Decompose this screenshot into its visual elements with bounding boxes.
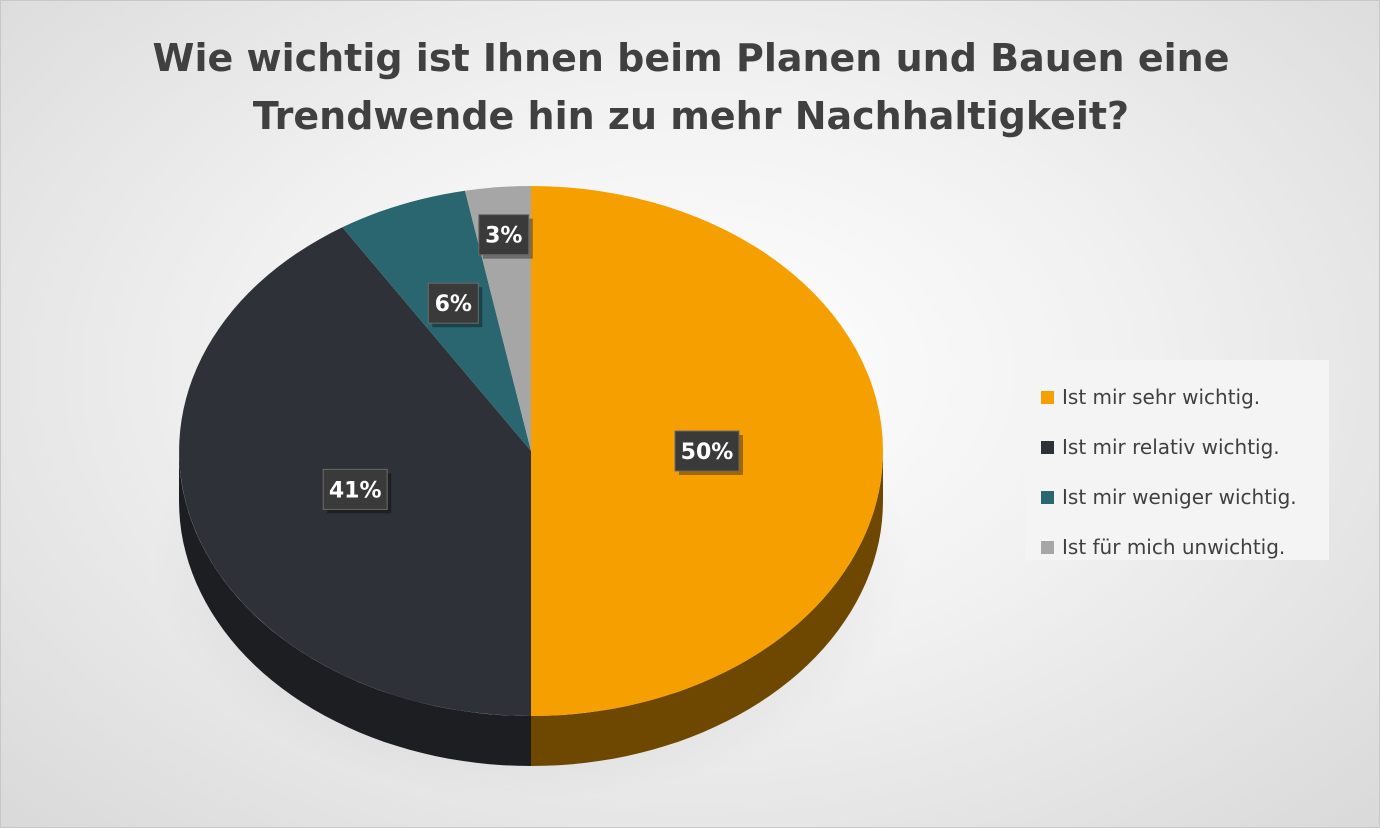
chart-title-line-2: Trendwende hin zu mehr Nachhaltigkeit? [252,94,1130,138]
legend: Ist mir sehr wichtig. Ist mir relativ wi… [1025,360,1329,560]
data-label-box [674,430,740,472]
data-label-box [427,282,479,324]
legend-label: Ist mir sehr wichtig. [1062,385,1261,409]
chart-title: Wie wichtig ist Ihnen beim Planen und Ba… [1,29,1380,145]
data-label-text: 50% [681,440,734,465]
data-label-text: 6% [435,292,472,317]
pie-slice-side [179,451,531,766]
legend-swatch [1041,440,1054,454]
data-label-text: 41% [329,478,382,503]
data-label-text: 3% [485,224,522,249]
chart-title-line-1: Wie wichtig ist Ihnen beim Planen und Ba… [152,36,1230,80]
legend-item-relativ-wichtig: Ist mir relativ wichtig. [1041,422,1329,472]
data-label-box [478,214,530,256]
pie-data-labels: 50% 41% 6% 3% [322,214,743,514]
legend-label: Ist für mich unwichtig. [1062,535,1286,559]
legend-label: Ist mir weniger wichtig. [1062,485,1297,509]
data-label: 6% [427,282,483,328]
pie-depth [179,451,883,766]
data-label: 3% [478,214,533,259]
data-label-box [322,468,388,510]
legend-item-unwichtig: Ist für mich unwichtig. [1041,522,1329,572]
data-label: 50% [674,430,743,475]
legend-label: Ist mir relativ wichtig. [1062,435,1280,459]
pie-top [179,186,883,717]
legend-swatch [1041,540,1054,554]
legend-item-weniger-wichtig: Ist mir weniger wichtig. [1041,472,1329,522]
legend-item-sehr-wichtig: Ist mir sehr wichtig. [1041,372,1329,422]
data-label: 41% [322,468,392,514]
legend-swatch [1041,390,1054,404]
pie-slice-side [531,451,883,766]
legend-swatch [1041,490,1054,504]
